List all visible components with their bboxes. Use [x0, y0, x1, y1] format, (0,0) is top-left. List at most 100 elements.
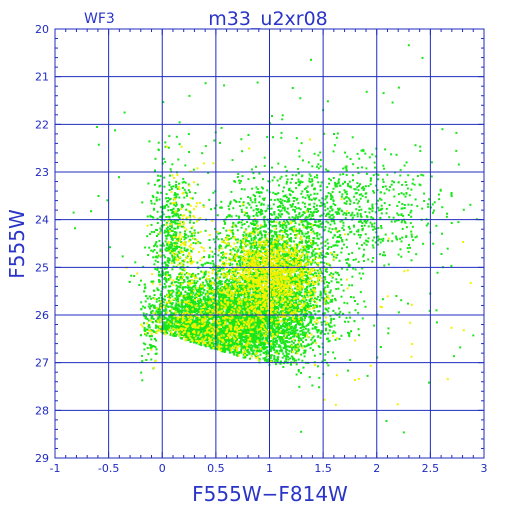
data-point-green: [233, 343, 236, 346]
data-point-green: [168, 291, 171, 294]
data-point-green: [198, 308, 201, 310]
data-point-green: [228, 329, 231, 332]
data-point-green: [226, 286, 229, 289]
data-point-green: [227, 340, 230, 343]
data-point-green: [245, 336, 248, 339]
data-point-green: [180, 303, 183, 305]
data-point-green: [297, 335, 300, 338]
data-point-green: [276, 306, 279, 309]
data-point-green: [166, 318, 169, 321]
data-point-green: [240, 351, 243, 354]
data-point-green: [184, 297, 187, 300]
data-point-green: [148, 335, 151, 338]
data-point-green: [187, 301, 190, 304]
data-point-green: [177, 308, 180, 311]
data-point-green: [158, 299, 161, 302]
data-point-green: [310, 338, 313, 341]
data-point-green: [145, 295, 148, 298]
data-point-green: [179, 318, 182, 321]
data-point-green: [223, 286, 225, 289]
data-point-green: [224, 297, 227, 300]
data-point-green: [242, 336, 245, 338]
data-point-green: [338, 337, 341, 340]
data-point-green: [251, 287, 254, 290]
data-point-green: [186, 313, 189, 316]
data-point-green: [166, 321, 169, 324]
data-point-green: [258, 337, 261, 339]
data-point-green: [220, 280, 223, 283]
data-point-green: [251, 336, 254, 339]
data-point-green: [190, 292, 193, 295]
data-point-green: [300, 311, 303, 314]
data-point-green: [298, 290, 301, 293]
data-point-green: [168, 324, 171, 327]
data-point-green: [210, 297, 212, 300]
data-point-green: [238, 315, 241, 317]
data-point-green: [323, 333, 326, 336]
data-point-green: [301, 308, 304, 311]
data-point-green: [220, 319, 222, 322]
data-point-green: [246, 337, 249, 340]
data-point-green: [128, 280, 131, 283]
data-point-green: [296, 329, 299, 332]
data-point-green: [214, 324, 217, 327]
data-point-green: [150, 305, 152, 308]
data-point-green: [144, 286, 147, 289]
data-point-green: [207, 300, 210, 303]
data-point-green: [169, 333, 172, 336]
data-point-green: [251, 295, 254, 298]
data-point-green: [251, 253, 254, 256]
data-point-green: [168, 294, 171, 297]
data-point-green: [144, 315, 147, 318]
data-point-green: [237, 292, 240, 295]
data-point-green: [213, 293, 216, 296]
data-point-green: [255, 337, 258, 340]
data-point-green: [209, 262, 212, 265]
data-point-green: [262, 348, 265, 351]
data-point-green: [257, 320, 260, 323]
data-point-green: [206, 294, 209, 297]
data-point-green: [309, 284, 312, 287]
data-point-green: [172, 265, 175, 268]
data-point-green: [155, 298, 158, 301]
data-point-green: [171, 289, 174, 292]
data-point-green: [212, 345, 215, 348]
data-point-green: [238, 336, 241, 339]
data-point-green: [198, 338, 200, 341]
data-point-green: [163, 316, 166, 319]
data-point-green: [213, 336, 216, 339]
data-point-green: [175, 326, 178, 329]
data-point-green: [202, 321, 205, 324]
data-point-green: [231, 284, 234, 287]
data-point-green: [266, 293, 269, 296]
data-point-green: [192, 300, 195, 302]
data-point-green: [292, 327, 295, 330]
data-point-green: [175, 325, 178, 327]
data-point-green: [162, 321, 165, 324]
data-point-green: [168, 295, 171, 298]
data-point-green: [203, 331, 206, 333]
data-point-green: [228, 303, 231, 306]
data-point-green: [219, 296, 222, 299]
data-point-green: [150, 280, 153, 283]
data-point-green: [223, 327, 226, 330]
data-point-green: [283, 317, 286, 320]
data-point-green: [227, 279, 230, 282]
data-point-green: [201, 304, 204, 307]
data-point-green: [347, 331, 349, 334]
data-point-green: [154, 312, 157, 315]
data-point-green: [225, 317, 228, 320]
data-point-green: [158, 274, 161, 277]
data-point-green: [150, 358, 153, 361]
data-point-green: [282, 319, 284, 322]
data-point-green: [296, 315, 299, 318]
data-point-green: [328, 329, 331, 332]
data-point-green: [245, 335, 248, 337]
data-point-green: [160, 275, 163, 278]
data-point-green: [207, 296, 210, 299]
data-point-green: [194, 301, 197, 304]
data-point-green: [253, 332, 256, 335]
data-point-green: [207, 298, 210, 301]
data-point-green: [194, 341, 197, 344]
data-point-green: [200, 293, 203, 296]
